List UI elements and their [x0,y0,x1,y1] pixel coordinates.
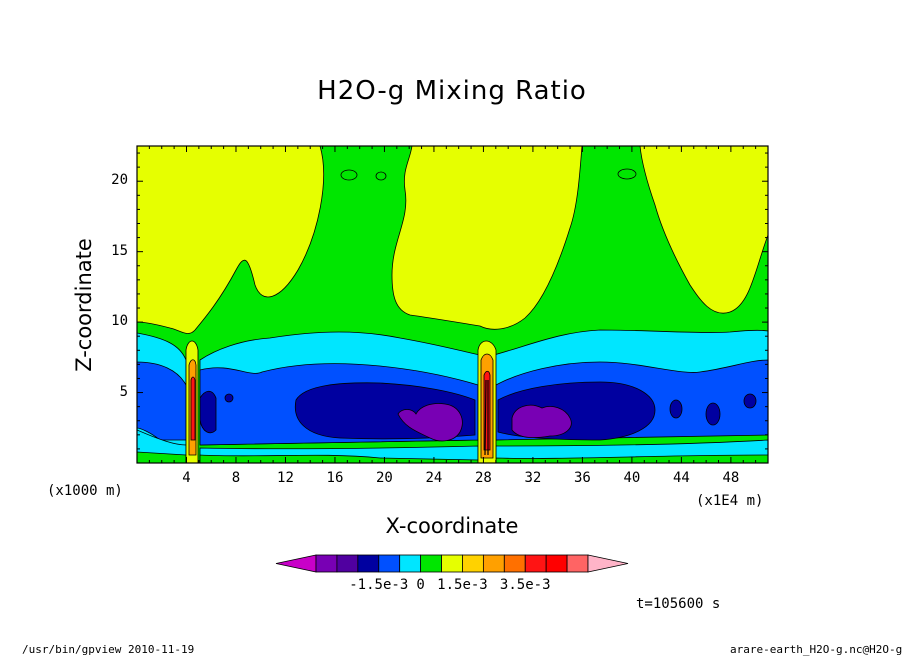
x-axis-label: X-coordinate [385,514,519,538]
time-label: t=105600 s [636,596,721,612]
colorbar-swatch [315,554,338,573]
contour-blob-1 [224,393,234,403]
x-tick-label: 24 [425,470,443,486]
plume-center-black [484,379,489,456]
contour-band-yellow-center [391,146,583,330]
footer-left: /usr/bin/gpview 2010-11-19 [22,643,195,656]
colorbar-swatch [441,554,463,573]
colorbar-swatch [566,554,589,573]
colorbar-swatch [462,554,484,573]
colorbar-label: 1.5e-3 [437,577,488,593]
contour-blob-green-1 [340,169,358,181]
colorbar-label: -1.5e-3 [349,577,409,593]
x-tick-label: 48 [722,470,740,486]
x-tick-label: 28 [474,470,492,486]
colorbar-swatch [503,554,526,573]
colorbar-swatch [420,554,442,573]
colorbar-swatch [482,554,505,573]
colorbar-label: 3.5e-3 [499,577,551,593]
x-tick-label: 20 [376,470,393,486]
tick-marks [137,146,768,463]
colorbar [275,554,629,573]
contour-band-yellow-right [639,146,768,314]
x-tick-label: 12 [277,470,294,486]
y-tick-label: 5 [119,383,128,400]
contour-band-yellow-left [137,146,324,334]
contour-band-purple-left [397,403,463,442]
x-tick-label: 16 [326,470,344,486]
colorbar-swatch [336,554,359,573]
plume-left-inner [190,376,196,441]
chart-title: H2O-g Mixing Ratio [317,76,587,106]
y-tick-label: 15 [111,242,128,259]
colorbar-swatch [357,554,380,573]
y-tick-label: 10 [111,313,128,330]
colorbar-swatch [545,554,568,573]
y-tick-label: 20 [111,172,128,189]
colorbar-swatch [587,554,629,573]
x-tick-label: 32 [524,470,542,486]
colorbar-swatch [399,554,422,573]
colorbar-swatch [378,554,401,573]
x-tick-label: 8 [231,470,241,486]
colorbar-label: 0 [416,577,425,593]
contour-blob-4 [743,393,757,409]
colorbar-swatch [524,554,547,573]
x-tick-label: 44 [672,470,690,486]
footer-right: arare-earth_H2O-g.nc@H2O-g [730,643,903,656]
x-unit-left: (x1000 m) [47,483,123,499]
contour-blob-green-3 [617,168,637,180]
contour-band-purple-right [511,404,572,439]
contour-blob-3 [705,402,721,426]
colorbar-swatch [275,554,317,573]
x-tick-label: 36 [573,470,591,486]
contour-blob-2 [669,399,683,419]
plot-frame [136,145,769,464]
x-tick-label: 4 [182,470,191,486]
x-unit-right: (x1E4 m) [696,493,764,509]
contour-blob-green-2 [375,171,387,181]
x-tick-label: 40 [623,470,641,486]
